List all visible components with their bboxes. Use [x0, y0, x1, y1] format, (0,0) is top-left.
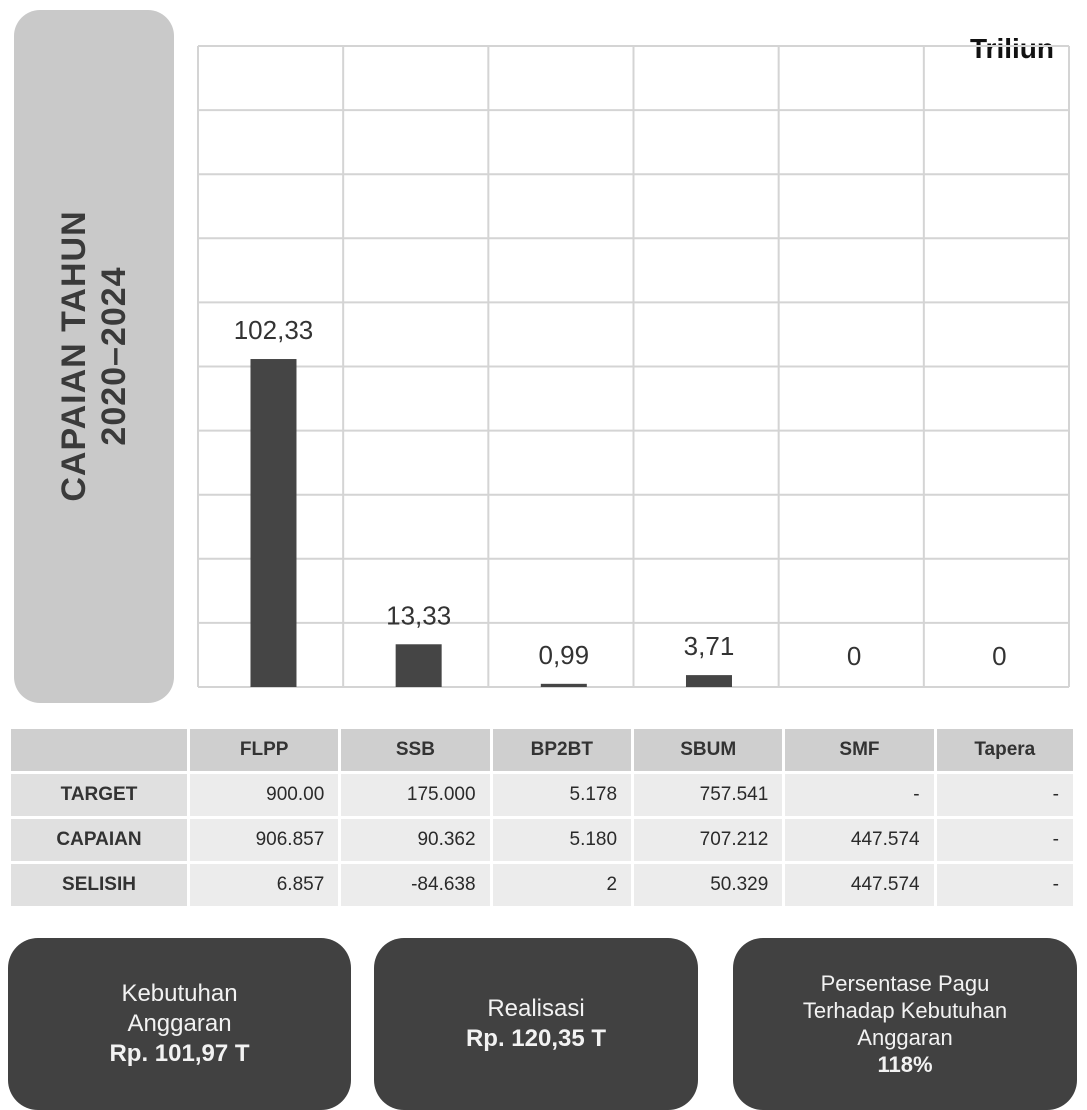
table-cell: -	[936, 864, 1073, 906]
row-label: CAPAIAN	[11, 819, 187, 861]
card-label: Realisasi	[487, 995, 585, 1022]
table-cell: 447.574	[785, 864, 934, 906]
side-title-panel	[14, 10, 174, 703]
table-cell: 5.178	[492, 774, 632, 816]
data-table: FLPP SSB BP2BT SBUM SMF Tapera TARGET 90…	[8, 726, 1076, 909]
table-cell: 707.212	[634, 819, 783, 861]
card-label: Anggaran	[857, 1025, 953, 1050]
table-header-row: FLPP SSB BP2BT SBUM SMF Tapera	[11, 729, 1073, 771]
table-cell: 6.857	[190, 864, 339, 906]
bar-flpp	[250, 359, 297, 687]
data-label-sbum: 3,71	[684, 631, 735, 661]
chart-bars	[250, 359, 732, 687]
table-cell: 906.857	[190, 819, 339, 861]
table-header-cell: Tapera	[936, 729, 1073, 771]
table-row: CAPAIAN 906.857 90.362 5.180 707.212 447…	[11, 819, 1073, 861]
data-label-tapera: 0	[992, 641, 1006, 671]
card-label: Terhadap Kebutuhan	[802, 998, 1008, 1023]
table-cell: 2	[492, 864, 632, 906]
table-header-cell	[11, 729, 187, 771]
table-header-cell: SMF	[785, 729, 934, 771]
card-label: Anggaran	[127, 1010, 232, 1037]
table-cell: 757.541	[634, 774, 783, 816]
table-header-cell: BP2BT	[492, 729, 632, 771]
table-cell: -84.638	[341, 864, 490, 906]
row-label: SELISIH	[11, 864, 187, 906]
card-label: Kebutuhan	[121, 980, 238, 1007]
bar-chart: 102,33 13,33 0,99 3,71 0 0	[197, 45, 1070, 688]
table-cell: 50.329	[634, 864, 783, 906]
table-cell: 447.574	[785, 819, 934, 861]
table-cell: 5.180	[492, 819, 632, 861]
data-label-flpp: 102,33	[234, 315, 314, 345]
card-label: Persentase Pagu	[820, 971, 990, 996]
row-label: TARGET	[11, 774, 187, 816]
card-value: Rp. 101,97 T	[109, 1040, 250, 1067]
table-cell: -	[785, 774, 934, 816]
table-row: SELISIH 6.857 -84.638 2 50.329 447.574 -	[11, 864, 1073, 906]
data-label-bp2bt: 0,99	[539, 640, 590, 670]
kebutuhan-anggaran-card: Kebutuhan Anggaran Rp. 101,97 T	[8, 938, 351, 1110]
card-value: 118%	[877, 1052, 933, 1077]
table-cell: 90.362	[341, 819, 490, 861]
realisasi-card: Realisasi Rp. 120,35 T	[374, 938, 698, 1110]
bar-ssb	[395, 644, 442, 687]
bar-sbum	[685, 675, 732, 687]
chart-grid	[197, 45, 1070, 688]
unit-label: Triliun	[970, 33, 1054, 64]
data-label-smf: 0	[847, 641, 861, 671]
table-cell: -	[936, 774, 1073, 816]
table-header-cell: SBUM	[634, 729, 783, 771]
data-label-ssb: 13,33	[386, 600, 451, 630]
table-cell: -	[936, 819, 1073, 861]
table-header-cell: FLPP	[190, 729, 339, 771]
table-cell: 900.00	[190, 774, 339, 816]
card-value: Rp. 120,35 T	[465, 1025, 607, 1052]
chart-data-labels: 102,33 13,33 0,99 3,71 0 0	[234, 315, 1007, 671]
table-header-cell: SSB	[341, 729, 490, 771]
persentase-pagu-card: Persentase Pagu Terhadap Kebutuhan Angga…	[733, 938, 1077, 1110]
bar-bp2bt	[540, 683, 587, 687]
table-cell: 175.000	[341, 774, 490, 816]
table-row: TARGET 900.00 175.000 5.178 757.541 - -	[11, 774, 1073, 816]
